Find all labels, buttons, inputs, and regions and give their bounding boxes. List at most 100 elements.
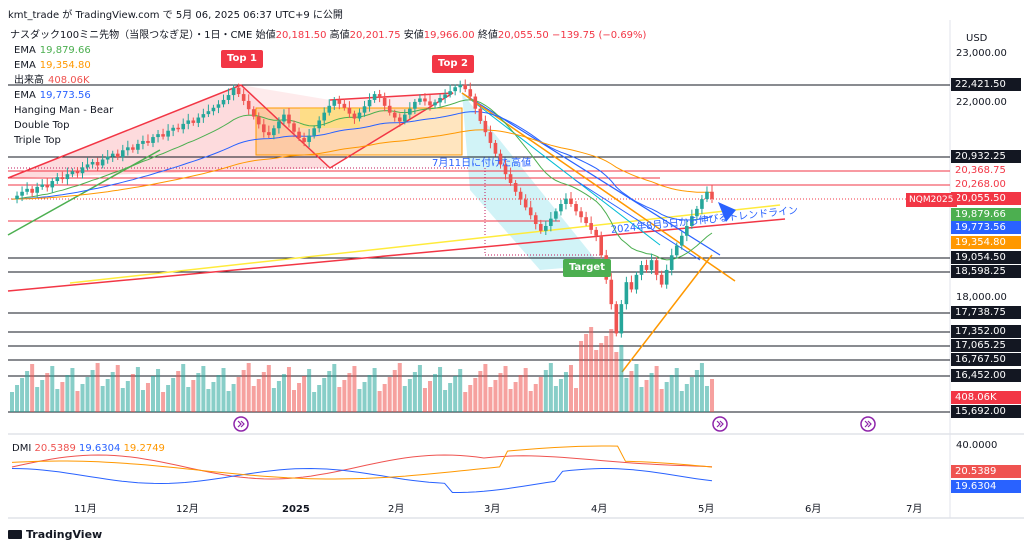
candle-body [251, 109, 256, 117]
volume-bar [271, 388, 276, 412]
candle-body [639, 265, 644, 275]
volume-bar [357, 389, 362, 412]
volume-bar [186, 387, 191, 412]
candle-body [423, 98, 427, 102]
candle-body [60, 177, 65, 180]
candle-body [544, 225, 548, 231]
dmi-minus-value: 19.6304 [79, 443, 121, 454]
volume-bar [120, 388, 125, 412]
volume-bar [166, 385, 171, 412]
candle-body [438, 97, 442, 103]
candle-body [473, 96, 478, 109]
candle-body [25, 188, 29, 192]
open-label: 始値 [255, 30, 276, 41]
candle-body [397, 117, 402, 122]
candle-body [327, 105, 332, 113]
legend-row[interactable]: Hanging Man - Bear [14, 104, 113, 118]
candle-body [538, 224, 543, 231]
legend-row[interactable]: Triple Top [14, 134, 61, 148]
candle-body [105, 156, 110, 160]
candle-body [679, 235, 684, 246]
target-label[interactable]: Target [563, 259, 611, 277]
candle-body [136, 143, 140, 150]
volume-bar [674, 368, 679, 412]
price-level-label: 22,421.50 [951, 78, 1021, 91]
candle-body [483, 120, 488, 133]
legend-row[interactable]: EMA 19,773.56 [14, 89, 91, 103]
volume-bar [95, 363, 100, 412]
candle-body [624, 282, 629, 305]
candle-body [574, 203, 578, 212]
candle-body [75, 171, 80, 174]
volume-bar [231, 384, 236, 412]
candle-body [564, 198, 568, 204]
event-chevron-icon [716, 420, 724, 428]
time-axis-label: 3月 [484, 504, 501, 515]
candle-body [166, 130, 170, 137]
time-axis-label: 12月 [176, 504, 199, 515]
volume-bar [448, 383, 453, 412]
volume-bar [342, 380, 347, 412]
volume-bar [85, 377, 90, 412]
brand-logo-icon [8, 530, 22, 539]
publisher-text: kmt_trade が TradingView.com で 5月 06, 202… [8, 10, 343, 21]
volume-bar [302, 376, 307, 412]
candle-body [609, 279, 614, 305]
candle-body [387, 105, 392, 113]
volume-bar [266, 365, 271, 412]
candle-body [690, 216, 694, 226]
volume-bar [115, 365, 120, 412]
candle-body [161, 134, 165, 137]
price-level-label: 16,767.50 [951, 353, 1021, 366]
ema-line-0 [11, 99, 713, 261]
candle-body [569, 198, 573, 204]
volume-bar [100, 386, 105, 412]
volume-bar [211, 382, 216, 412]
volume-bar [589, 327, 594, 412]
volume-bar [297, 383, 302, 412]
candle-body [216, 104, 221, 108]
low-label: 安値 [403, 30, 424, 41]
trendline-green [7, 149, 161, 236]
volume-bar [292, 390, 297, 412]
volume-bar [110, 372, 115, 412]
legend-row[interactable]: EMA 19,879.66 [14, 44, 91, 58]
top1-label[interactable]: Top 1 [221, 50, 263, 68]
volume-bar [55, 389, 60, 412]
volume-bar [669, 375, 674, 412]
legend-row[interactable]: EMA 19,354.80 [14, 59, 91, 73]
low-value: 19,966.00 [423, 30, 475, 41]
volume-bar [387, 377, 392, 412]
candle-body [95, 161, 100, 166]
price-tick-label: 22,000.00 [956, 96, 1007, 108]
brand-footer: TradingView [8, 528, 102, 541]
orange-lower [621, 254, 713, 373]
candle-body [226, 95, 231, 100]
candle-body [141, 140, 145, 144]
price-tick-label: 18,000.00 [956, 292, 1007, 304]
volume-bar [599, 343, 604, 412]
candle-body [206, 111, 211, 115]
candle-body [554, 211, 558, 219]
candle-body [468, 89, 473, 97]
legend-row[interactable]: Double Top [14, 119, 70, 133]
volume-bar [65, 375, 70, 412]
orange-upper [461, 92, 736, 282]
candle-body [120, 150, 125, 158]
top2-label[interactable]: Top 2 [432, 55, 474, 73]
candle-body [332, 99, 337, 106]
july-high-label[interactable]: 7月11日に付けた高値 [432, 158, 532, 169]
volume-bar [246, 363, 251, 412]
price-level-label: 20,368.75 [951, 164, 1021, 177]
candle-body [559, 203, 563, 212]
candle-body [629, 282, 634, 290]
volume-bar [523, 368, 528, 412]
legend-row[interactable]: 出来高 408.06K [14, 74, 90, 88]
volume-bar [30, 364, 35, 412]
volume-bar [312, 392, 317, 412]
volume-bar [251, 386, 256, 412]
candle-body [408, 108, 412, 115]
event-chevron-icon [237, 420, 245, 428]
candle-body [700, 199, 704, 209]
